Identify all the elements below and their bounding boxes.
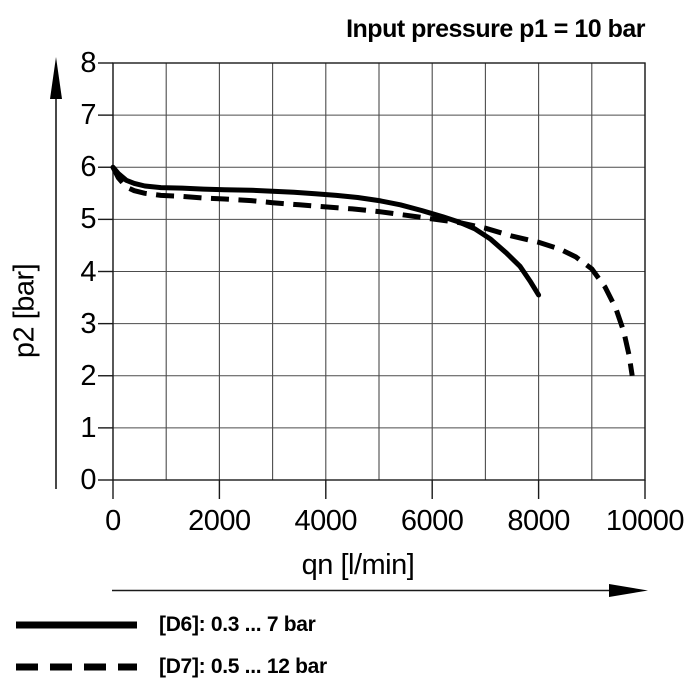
- chart-title: Input pressure p1 = 10 bar: [346, 15, 645, 43]
- legend-label-d6: [D6]: 0.3 ... 7 bar: [159, 613, 316, 636]
- y-axis-arrow-icon: [50, 57, 62, 489]
- series-curve-d7-dashed: [110, 166, 635, 377]
- y-axis-label-text: p2 [bar]: [8, 263, 41, 359]
- y-tick-label: 0: [80, 464, 96, 496]
- y-tick-marks: [98, 62, 113, 481]
- legend-label-d7: [D7]: 0.5 ... 12 bar: [159, 655, 327, 678]
- x-tick-label: 6000: [400, 505, 464, 537]
- legend-swatch-solid-line: [16, 621, 137, 629]
- x-tick-label: 0: [105, 505, 121, 537]
- legend-item-d7: [D7]: 0.5 ... 12 bar: [14, 646, 327, 688]
- grid-lines: [112, 62, 646, 481]
- y-tick-label: 5: [80, 203, 96, 236]
- y-tick-label: 6: [80, 151, 96, 184]
- y-tick-label: 7: [80, 99, 96, 132]
- x-tick-marks: [112, 480, 646, 499]
- legend: [D6]: 0.3 ... 7 bar [D7]: 0.5 ... 12 bar: [14, 604, 327, 688]
- y-tick-label: 1: [80, 411, 96, 444]
- x-axis-arrow-icon: [112, 584, 648, 597]
- x-tick-label: 10000: [605, 505, 685, 537]
- x-tick-label: 2000: [188, 505, 251, 537]
- y-tick-label: 8: [80, 47, 96, 79]
- y-tick-label: 2: [80, 359, 96, 392]
- legend-item-d6: [D6]: 0.3 ... 7 bar: [14, 604, 327, 646]
- x-tick-label: 4000: [294, 505, 358, 537]
- series-curve-d6-solid: [110, 164, 542, 298]
- y-tick-label: 3: [80, 307, 96, 340]
- x-axis-label: qn [l/min]: [301, 549, 415, 581]
- x-tick-label: 8000: [507, 505, 570, 537]
- y-tick-label: 4: [80, 255, 96, 288]
- legend-swatch-dashed-line: [16, 663, 137, 671]
